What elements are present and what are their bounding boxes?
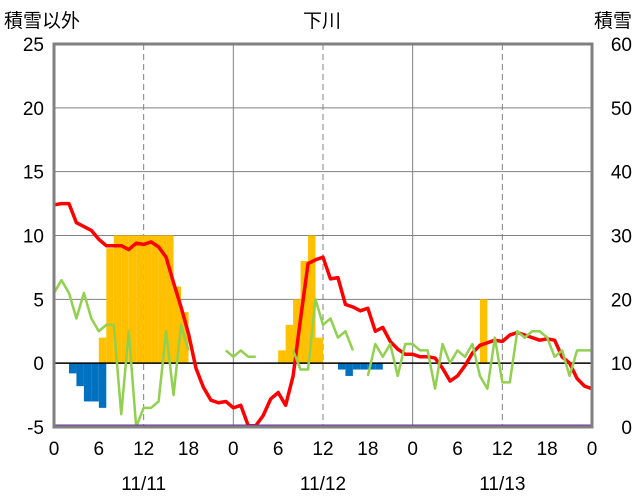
plot-frame [52,42,594,429]
x-tick-label: 12 [133,439,154,460]
snowfall-bar [315,337,323,364]
y-left-tick-label: -5 [27,418,44,439]
x-tick-label: 0 [407,439,418,460]
y-right-tick-label: 0 [621,418,632,439]
x-tick-label: 6 [452,439,463,460]
y-left-tick-label: 25 [23,35,44,56]
snow_decrease-bar [76,363,84,387]
x-tick-label: 0 [228,439,239,460]
snowfall-bar [128,235,137,364]
x-tick-label: 18 [537,439,558,460]
y-left-tick-label: 10 [23,227,44,248]
x-tick-label: 6 [273,439,284,460]
y-right-tick-label: 50 [611,99,632,120]
snow_decrease-bar [91,363,99,402]
x-tick-label: 18 [178,439,199,460]
y-right-tick-label: 10 [611,354,632,375]
snowfall-bar [136,235,144,364]
snow_decrease-bar [352,363,361,370]
snow-depth-line [291,298,355,371]
temperature-line [53,201,593,428]
y-right-tick-label: 20 [611,290,632,311]
snowfall-bar [113,235,122,364]
x-tick-label: 12 [492,439,513,460]
snowfall-bar [151,235,159,364]
x-tick-label: 6 [94,439,105,460]
snow_decrease-bar [367,363,376,370]
snowfall-bar [121,235,129,364]
y-left-tick-label: 15 [23,163,44,184]
snow_decrease-bar [83,363,92,402]
date-label: 11/12 [300,474,346,495]
x-tick-label: 0 [587,439,598,460]
snow_decrease-bar [375,363,383,370]
snow-depth-line [225,349,256,359]
snowfall-bar [106,248,114,364]
y-left-tick-label: 5 [33,290,44,311]
x-tick-label: 18 [357,439,378,460]
date-label: 11/13 [479,474,525,495]
y-right-tick-label: 40 [611,163,632,184]
snowfall-bar [300,261,309,364]
y-left-tick-label: 20 [23,99,44,120]
snow-depth-line [52,278,190,429]
snow_decrease-bar [98,363,107,408]
snowfall-bar [98,337,107,364]
snowfall-bar [285,324,294,364]
date-label: 11/11 [121,474,166,495]
snow_decrease-bar [337,363,346,370]
x-tick-label: 12 [312,439,333,460]
y-left-tick-label: 0 [33,354,44,375]
y-right-tick-label: 60 [611,35,632,56]
snowfall-bar [166,235,174,364]
snow_decrease-bar [345,363,353,376]
snowfall-bar [173,286,182,364]
snowfall-bar [308,235,316,364]
snow_decrease-bar [68,363,77,374]
snow-depth-line [366,330,592,390]
plot-border [52,42,594,429]
x-tick-label: 0 [49,439,60,460]
y-right-tick-label: 30 [611,227,632,248]
y-left-axis-title: 積雪以外 [4,10,80,32]
chart-title: 下川 [303,11,341,32]
y-right-axis-title: 積雪 [594,10,632,32]
snowfall-bar [158,235,167,364]
snowfall-bar [479,299,488,364]
snow_decrease-bar [360,363,368,370]
lines [52,201,593,429]
snowfall-bar [278,350,286,364]
snowfall-bar [143,235,152,364]
snowfall-bar [293,299,301,364]
